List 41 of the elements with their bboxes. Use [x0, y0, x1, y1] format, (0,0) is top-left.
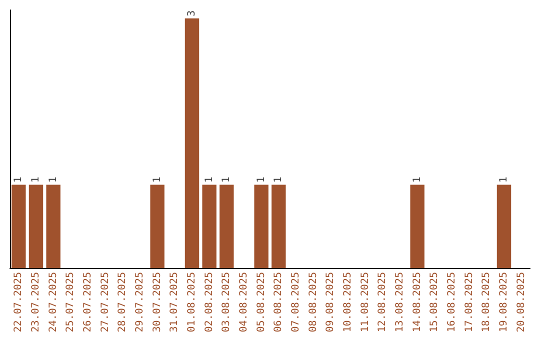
x-tick-label: 10.08.2025 — [342, 272, 354, 332]
data-label: 1 — [152, 176, 163, 183]
x-tick-label: 26.07.2025 — [82, 272, 94, 332]
x-tick-label: 24.07.2025 — [48, 272, 59, 332]
x-tick-label: 23.07.2025 — [30, 272, 42, 332]
x-tick-label: 12.08.2025 — [377, 272, 388, 332]
data-label: 1 — [412, 176, 423, 183]
data-label: 1 — [204, 176, 215, 183]
x-tick-label: 30.07.2025 — [152, 272, 163, 332]
x-tick-label: 15.08.2025 — [429, 272, 440, 332]
x-tick-label: 22.07.2025 — [13, 272, 24, 332]
x-tick-label: 27.07.2025 — [100, 272, 111, 332]
x-tick-label: 08.08.2025 — [308, 272, 319, 332]
data-label: 1 — [221, 176, 232, 183]
x-tick-label: 19.08.2025 — [498, 272, 510, 332]
x-tick-label: 14.08.2025 — [412, 272, 423, 332]
x-tick-label: 02.08.2025 — [204, 272, 215, 332]
x-tick-label: 09.08.2025 — [325, 272, 336, 332]
data-label: 1 — [273, 176, 284, 183]
x-tick-label: 11.08.2025 — [360, 272, 371, 332]
x-tick-label: 04.08.2025 — [238, 272, 250, 332]
x-tick-label: 16.08.2025 — [446, 272, 458, 332]
x-tick-label: 28.07.2025 — [117, 272, 128, 332]
x-tick-label: 05.08.2025 — [256, 272, 267, 332]
x-tick-label: 31.07.2025 — [169, 272, 180, 332]
x-tick-label: 03.08.2025 — [221, 272, 232, 332]
data-label: 3 — [186, 10, 198, 16]
x-tick-label: 29.07.2025 — [134, 272, 146, 332]
x-tick-label: 07.08.2025 — [290, 272, 302, 332]
data-label: 1 — [30, 176, 42, 183]
data-label: 1 — [256, 176, 267, 183]
x-tick-label: 01.08.2025 — [186, 272, 198, 332]
x-tick-label: 18.08.2025 — [481, 272, 492, 332]
x-tick-label: 13.08.2025 — [394, 272, 406, 332]
x-tick-label: 20.08.2025 — [516, 272, 527, 332]
x-tick-label: 06.08.2025 — [273, 272, 284, 332]
x-tick-label: 25.07.2025 — [65, 272, 76, 332]
data-label: 1 — [498, 176, 510, 183]
data-label: 1 — [48, 176, 59, 183]
data-label: 1 — [13, 176, 24, 183]
x-tick-label: 17.08.2025 — [464, 272, 475, 332]
